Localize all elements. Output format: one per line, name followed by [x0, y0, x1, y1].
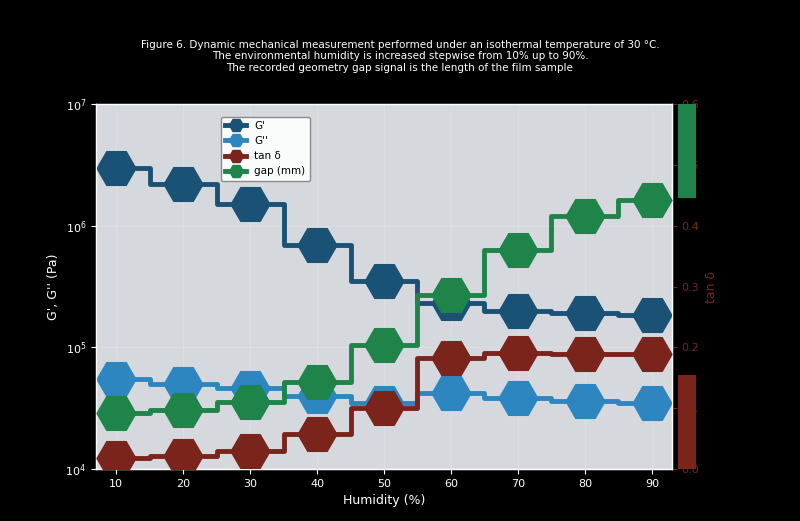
Y-axis label: G', G'' (Pa): G', G'' (Pa) [47, 253, 60, 320]
Legend: G', G'', tan δ, gap (mm): G', G'', tan δ, gap (mm) [221, 117, 310, 181]
X-axis label: Humidity (%): Humidity (%) [343, 494, 425, 507]
Text: Figure 6. Dynamic mechanical measurement performed under an isothermal temperatu: Figure 6. Dynamic mechanical measurement… [141, 40, 659, 73]
Y-axis label: tan δ: tan δ [705, 270, 718, 303]
